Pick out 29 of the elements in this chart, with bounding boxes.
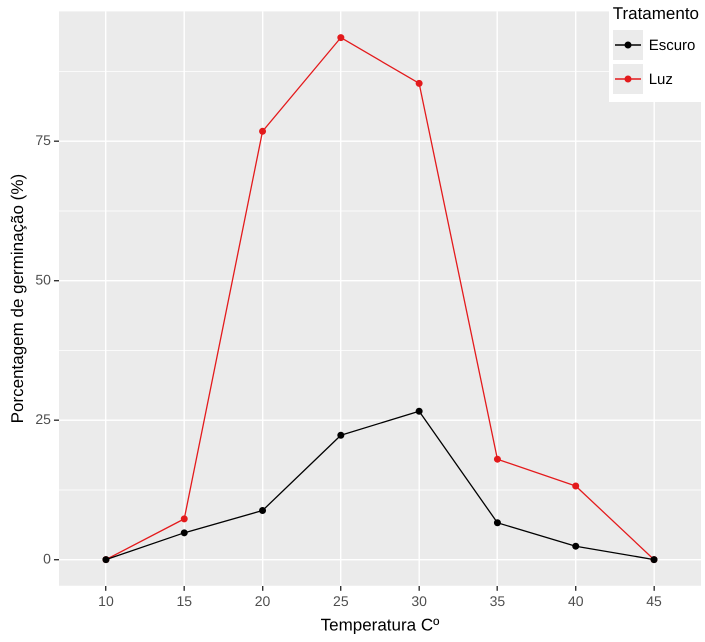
point (572, 482, 580, 490)
point (494, 456, 501, 463)
point (572, 542, 580, 550)
y-tick-label: 50 (35, 272, 52, 288)
point (259, 128, 266, 135)
legend-title: Tratamento (612, 4, 699, 24)
x-tick-label: 25 (333, 593, 349, 610)
x-tick-label: 40 (568, 593, 584, 610)
x-tick-label: 15 (176, 593, 192, 610)
point (180, 529, 188, 536)
point (337, 432, 344, 439)
x-tick-label: 30 (411, 593, 428, 610)
point (180, 515, 188, 522)
y-axis-title: Porcentagem de germinação (%) (8, 174, 27, 424)
point (416, 80, 423, 87)
y-tick-label: 25 (35, 411, 52, 428)
legend-label: Escuro (648, 36, 696, 54)
legend-label: Luz (648, 70, 673, 88)
point (259, 507, 266, 514)
x-tick-label: 45 (646, 593, 662, 610)
x-tick-label: 35 (490, 593, 506, 610)
point (337, 34, 344, 42)
y-tick-label: 0 (43, 550, 52, 566)
y-tick-label: 75 (35, 132, 52, 148)
x-tick-label: 20 (254, 593, 271, 610)
point (416, 408, 423, 415)
x-axis-title: Temperatura Cº (320, 615, 440, 634)
x-tick-label: 10 (98, 593, 114, 610)
point (494, 519, 501, 526)
